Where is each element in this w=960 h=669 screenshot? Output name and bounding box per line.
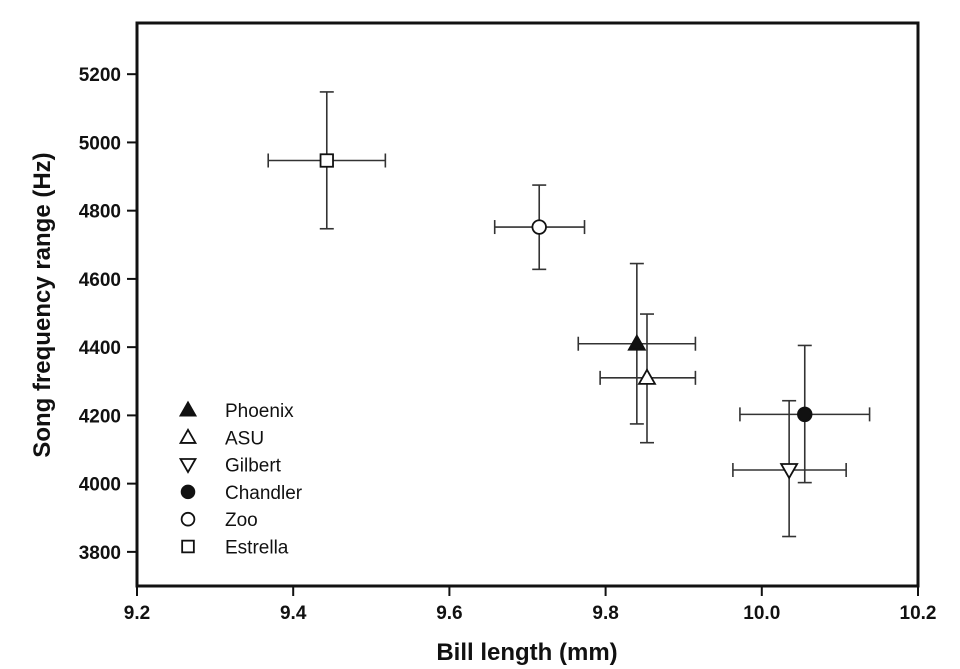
legend-item-zoo: Zoo	[180, 510, 258, 531]
marker-chandler	[797, 406, 813, 423]
legend-label-gilbert: Gilbert	[225, 456, 282, 477]
x-tick-label: 10.0	[743, 603, 780, 624]
marker-gilbert	[779, 463, 799, 480]
y-tick-label: 5200	[79, 65, 121, 86]
legend-label-asu: ASU	[225, 428, 264, 449]
marker-estrella	[319, 153, 334, 168]
x-tick-label: 10.2	[900, 603, 937, 624]
plot-frame	[135, 21, 920, 588]
legend: Phoenix ASU Gilbert Chandler Zoo Estrella	[178, 400, 303, 559]
y-tick-label: 4800	[79, 202, 121, 223]
x-axis: 9.2 9.4 9.6 9.8 10.0 10.2	[124, 586, 937, 624]
legend-label-phoenix: Phoenix	[225, 401, 294, 422]
data-point-phoenix	[577, 262, 697, 425]
legend-item-chandler: Chandler	[180, 483, 303, 504]
legend-item-asu: ASU	[178, 427, 264, 449]
legend-item-gilbert: Gilbert	[178, 456, 282, 477]
x-tick-label: 9.8	[592, 603, 618, 624]
data-points	[267, 91, 871, 538]
legend-marker-chandler	[180, 484, 196, 500]
data-point-gilbert	[732, 399, 847, 538]
y-tick-label: 4200	[79, 406, 121, 427]
legend-marker-estrella	[181, 539, 195, 554]
marker-zoo	[531, 219, 547, 235]
legend-marker-gilbert	[178, 458, 198, 474]
marker-asu	[637, 368, 657, 385]
y-tick-label: 5000	[79, 133, 121, 154]
legend-marker-asu	[178, 427, 198, 444]
data-point-estrella	[267, 91, 387, 230]
x-axis-title: Bill length (mm)	[436, 639, 617, 666]
x-tick-label: 9.2	[124, 603, 150, 624]
legend-label-estrella: Estrella	[225, 538, 289, 559]
y-axis: 3800 4000 4200 4400 4600 4800 5000 5200	[79, 65, 137, 564]
legend-marker-phoenix	[178, 400, 198, 417]
legend-item-phoenix: Phoenix	[178, 400, 294, 422]
legend-label-zoo: Zoo	[225, 510, 258, 531]
x-tick-label: 9.4	[280, 603, 307, 624]
y-tick-label: 4400	[79, 338, 121, 359]
data-point-chandler	[739, 344, 871, 484]
marker-phoenix	[627, 333, 647, 351]
legend-item-estrella: Estrella	[181, 538, 289, 559]
y-tick-label: 4000	[79, 475, 121, 496]
y-axis-title: Song frequency range (Hz)	[29, 152, 56, 457]
data-point-zoo	[493, 184, 586, 271]
legend-label-chandler: Chandler	[225, 483, 303, 504]
data-point-asu	[599, 313, 697, 444]
x-tick-label: 9.6	[436, 603, 462, 624]
y-tick-label: 3800	[79, 543, 121, 564]
y-tick-label: 4600	[79, 270, 121, 291]
legend-marker-zoo	[180, 511, 196, 527]
